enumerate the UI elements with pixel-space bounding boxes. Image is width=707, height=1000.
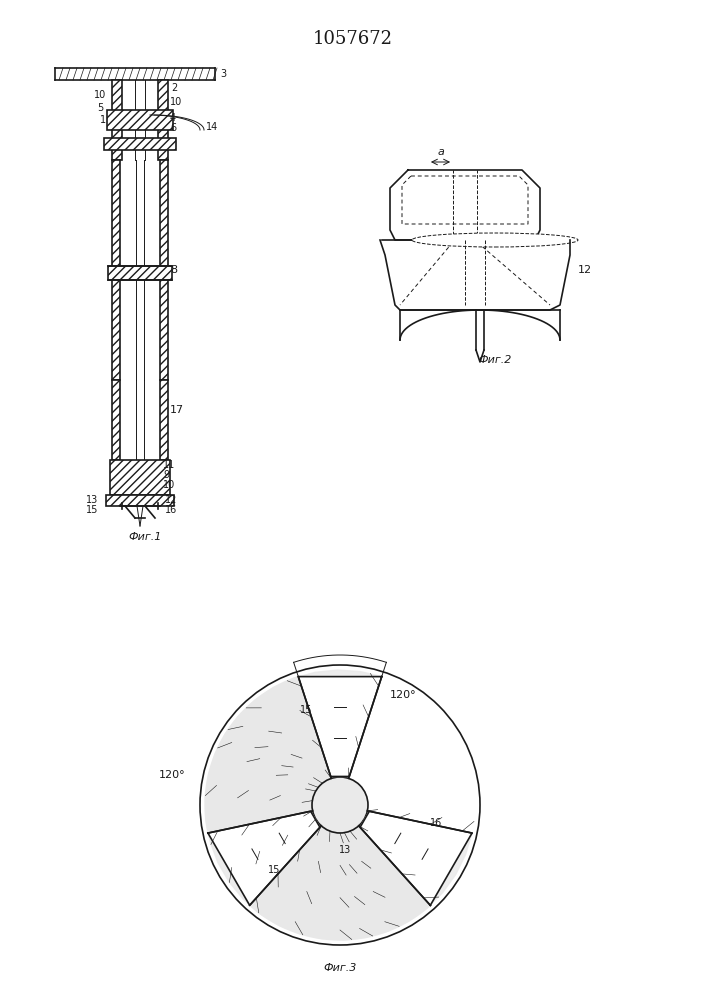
Bar (122, 80, 158, 160)
Bar (160, 380, 168, 460)
Text: 17: 17 (170, 405, 184, 415)
Text: Фиг.2: Фиг.2 (479, 355, 512, 365)
Bar (112, 380, 120, 460)
Text: 15: 15 (86, 505, 98, 515)
Bar (158, 80, 168, 160)
Circle shape (312, 777, 368, 833)
Text: 12: 12 (165, 495, 177, 505)
Text: 10: 10 (170, 97, 182, 107)
Polygon shape (250, 826, 431, 940)
Bar (112, 80, 122, 160)
Bar (120, 380, 160, 460)
Text: 16: 16 (165, 505, 177, 515)
Polygon shape (205, 677, 332, 833)
Text: 10: 10 (94, 90, 106, 100)
Text: 10: 10 (163, 480, 175, 490)
Text: 12: 12 (578, 265, 592, 275)
Text: 15: 15 (300, 705, 312, 715)
Bar (112, 160, 120, 380)
Polygon shape (298, 677, 382, 776)
Text: 4: 4 (170, 113, 176, 123)
Text: 13: 13 (339, 845, 351, 855)
Text: 3: 3 (220, 69, 226, 79)
Bar (120, 160, 160, 380)
Ellipse shape (412, 233, 578, 247)
Text: 14: 14 (206, 122, 218, 132)
Text: 8: 8 (170, 265, 177, 275)
Text: 9: 9 (163, 470, 169, 480)
Polygon shape (208, 811, 320, 905)
Bar (108, 266, 172, 280)
Bar (107, 110, 173, 130)
Bar (160, 160, 168, 380)
Text: 2: 2 (171, 83, 177, 93)
Text: 15: 15 (268, 865, 280, 875)
Bar (106, 495, 174, 506)
Text: 5: 5 (97, 103, 103, 113)
Text: Фиг.3: Фиг.3 (323, 963, 357, 973)
Text: 11: 11 (163, 460, 175, 470)
Polygon shape (360, 811, 472, 905)
Text: 13: 13 (86, 495, 98, 505)
Text: 16: 16 (430, 818, 443, 828)
Text: 120°: 120° (158, 770, 185, 780)
Text: 6: 6 (170, 123, 176, 133)
Text: a: a (438, 147, 445, 157)
Text: 1: 1 (100, 115, 106, 125)
Bar (104, 138, 176, 150)
Text: 120°: 120° (390, 690, 416, 700)
Text: 1057672: 1057672 (313, 30, 393, 48)
Bar (110, 460, 170, 495)
Text: Фиг.1: Фиг.1 (128, 532, 162, 542)
Polygon shape (205, 670, 472, 940)
